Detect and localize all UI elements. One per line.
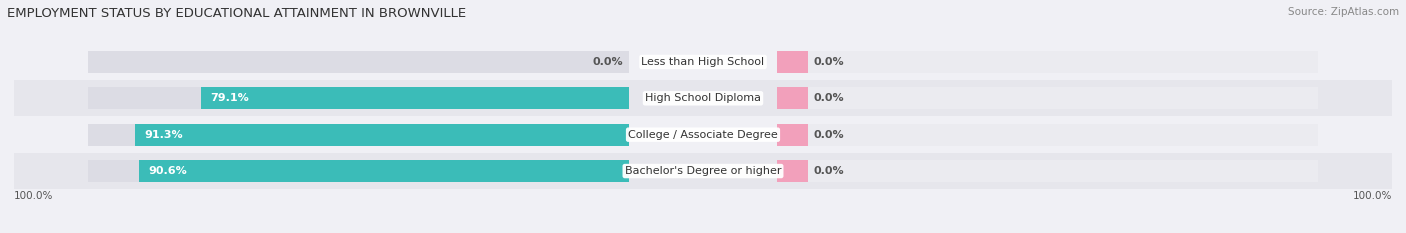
Bar [87, 51, 630, 73]
Bar [14, 44, 1392, 80]
Bar [139, 160, 630, 182]
Text: High School Diploma: High School Diploma [645, 93, 761, 103]
Text: 0.0%: 0.0% [814, 130, 845, 140]
Text: EMPLOYMENT STATUS BY EDUCATIONAL ATTAINMENT IN BROWNVILLE: EMPLOYMENT STATUS BY EDUCATIONAL ATTAINM… [7, 7, 467, 20]
Bar [778, 160, 1319, 182]
Text: 0.0%: 0.0% [814, 93, 845, 103]
Text: 100.0%: 100.0% [14, 191, 53, 201]
Bar [778, 124, 807, 146]
Text: Less than High School: Less than High School [641, 57, 765, 67]
Text: College / Associate Degree: College / Associate Degree [628, 130, 778, 140]
Bar [14, 80, 1392, 116]
Bar [778, 87, 1319, 109]
Bar [778, 160, 807, 182]
Text: 0.0%: 0.0% [592, 57, 623, 67]
Bar [87, 124, 630, 146]
Text: Bachelor's Degree or higher: Bachelor's Degree or higher [624, 166, 782, 176]
Text: 79.1%: 79.1% [211, 93, 249, 103]
Bar [778, 51, 807, 73]
Bar [778, 124, 1319, 146]
Bar [201, 87, 630, 109]
Text: 0.0%: 0.0% [814, 166, 845, 176]
Text: Source: ZipAtlas.com: Source: ZipAtlas.com [1288, 7, 1399, 17]
Bar [87, 87, 630, 109]
Bar [135, 124, 630, 146]
Bar [14, 116, 1392, 153]
Text: 90.6%: 90.6% [148, 166, 187, 176]
Bar [14, 153, 1392, 189]
Bar [778, 87, 807, 109]
Text: 100.0%: 100.0% [1353, 191, 1392, 201]
Bar [778, 51, 1319, 73]
Text: 91.3%: 91.3% [145, 130, 183, 140]
Text: 0.0%: 0.0% [814, 57, 845, 67]
Bar [87, 160, 630, 182]
